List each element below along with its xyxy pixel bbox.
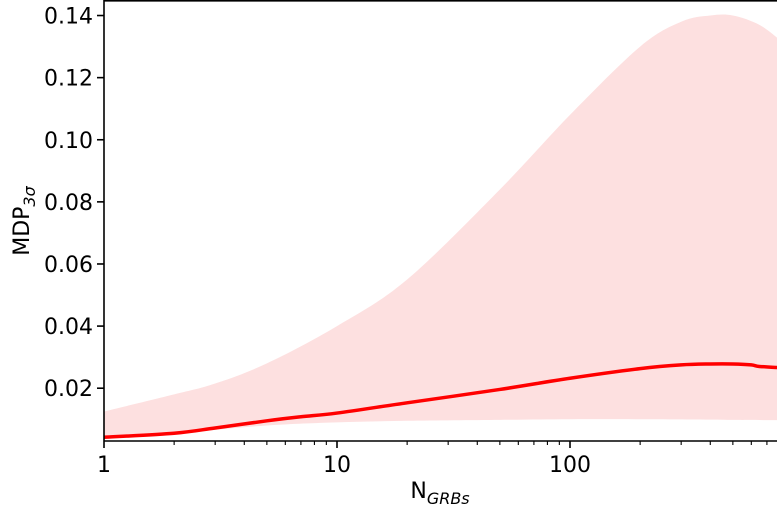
x-tick-label: 1 [97,453,111,478]
median-line [104,362,777,440]
plot-clip-group [104,14,777,440]
y-tick-label: 0.10 [44,129,93,154]
x-tick-label: 10 [323,453,351,478]
x-tick-label: 100 [549,453,591,478]
x-axis-label: NGRBs [410,479,469,508]
y-tick-label: 0.04 [44,315,93,340]
y-tick-label: 0.12 [44,67,93,92]
y-tick-label: 0.06 [44,253,93,278]
confidence-band [104,14,777,438]
y-tick-label: 0.02 [44,377,93,402]
y-tick-label: 0.14 [44,5,93,30]
axes: 1 10 100 0.02 0.04 0.06 0.08 0.10 0.12 0.14 [44,0,777,478]
plot-area [104,14,777,440]
y-tick-label: 0.08 [44,191,93,216]
y-axis-label: MDP3σ [10,185,39,255]
